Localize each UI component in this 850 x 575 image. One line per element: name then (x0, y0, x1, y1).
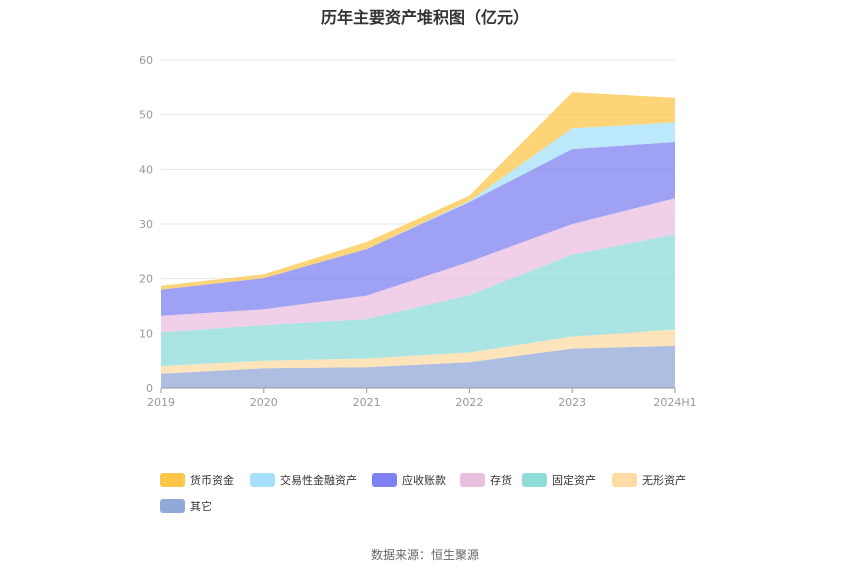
legend-swatch (250, 473, 275, 487)
legend-label: 固定资产 (552, 474, 596, 487)
area-series-0 (161, 345, 675, 388)
legend-swatch (612, 473, 637, 487)
area-series-1 (161, 329, 675, 374)
source-text: 数据来源：恒生聚源 (370, 548, 479, 562)
legend-swatch (160, 499, 185, 513)
y-tick-label: 0 (146, 382, 153, 395)
legend-item[interactable]: 无形资产 (612, 472, 686, 488)
y-tick-label: 40 (139, 163, 153, 176)
legend-swatch (460, 473, 485, 487)
legend-item[interactable]: 交易性金融资产 (250, 472, 357, 488)
legend-swatch (522, 473, 547, 487)
area-series-3 (161, 198, 675, 333)
legend-label: 应收账款 (402, 474, 446, 487)
legend-label: 交易性金融资产 (280, 474, 357, 487)
x-tick-label: 2021 (353, 396, 381, 409)
y-tick-label: 50 (139, 109, 153, 122)
legend-item[interactable]: 存货 (460, 472, 512, 488)
x-tick-label: 2020 (250, 396, 278, 409)
area-series-5 (161, 122, 675, 290)
legend-label: 存货 (490, 474, 512, 487)
x-tick-label: 2023 (558, 396, 586, 409)
legend-label: 其它 (190, 500, 212, 513)
area-series-4 (161, 142, 675, 316)
x-tick-label: 2022 (455, 396, 483, 409)
y-tick-label: 10 (139, 327, 153, 340)
legend-item[interactable]: 固定资产 (522, 472, 596, 488)
legend-label: 货币资金 (190, 474, 234, 487)
chart-title: 历年主要资产堆积图（亿元） (320, 8, 529, 27)
legend-swatch (372, 473, 397, 487)
area-series-6 (161, 92, 675, 290)
legend-item[interactable]: 应收账款 (372, 472, 446, 488)
y-tick-label: 60 (139, 54, 153, 67)
legend-label: 无形资产 (642, 474, 686, 487)
area-series-2 (161, 234, 675, 367)
x-tick-label: 2024H1 (653, 396, 696, 409)
legend-item[interactable]: 货币资金 (160, 472, 234, 488)
y-tick-label: 20 (139, 273, 153, 286)
y-tick-label: 30 (139, 218, 153, 231)
legend-item[interactable]: 其它 (160, 498, 212, 514)
axis-layer: 0 10 20 30 40 50 60 2019 2020 2021 2022 2023 2024H1 (139, 54, 697, 409)
x-tick-label: 2019 (147, 396, 175, 409)
area-layer (161, 92, 675, 388)
legend-swatch (160, 473, 185, 487)
